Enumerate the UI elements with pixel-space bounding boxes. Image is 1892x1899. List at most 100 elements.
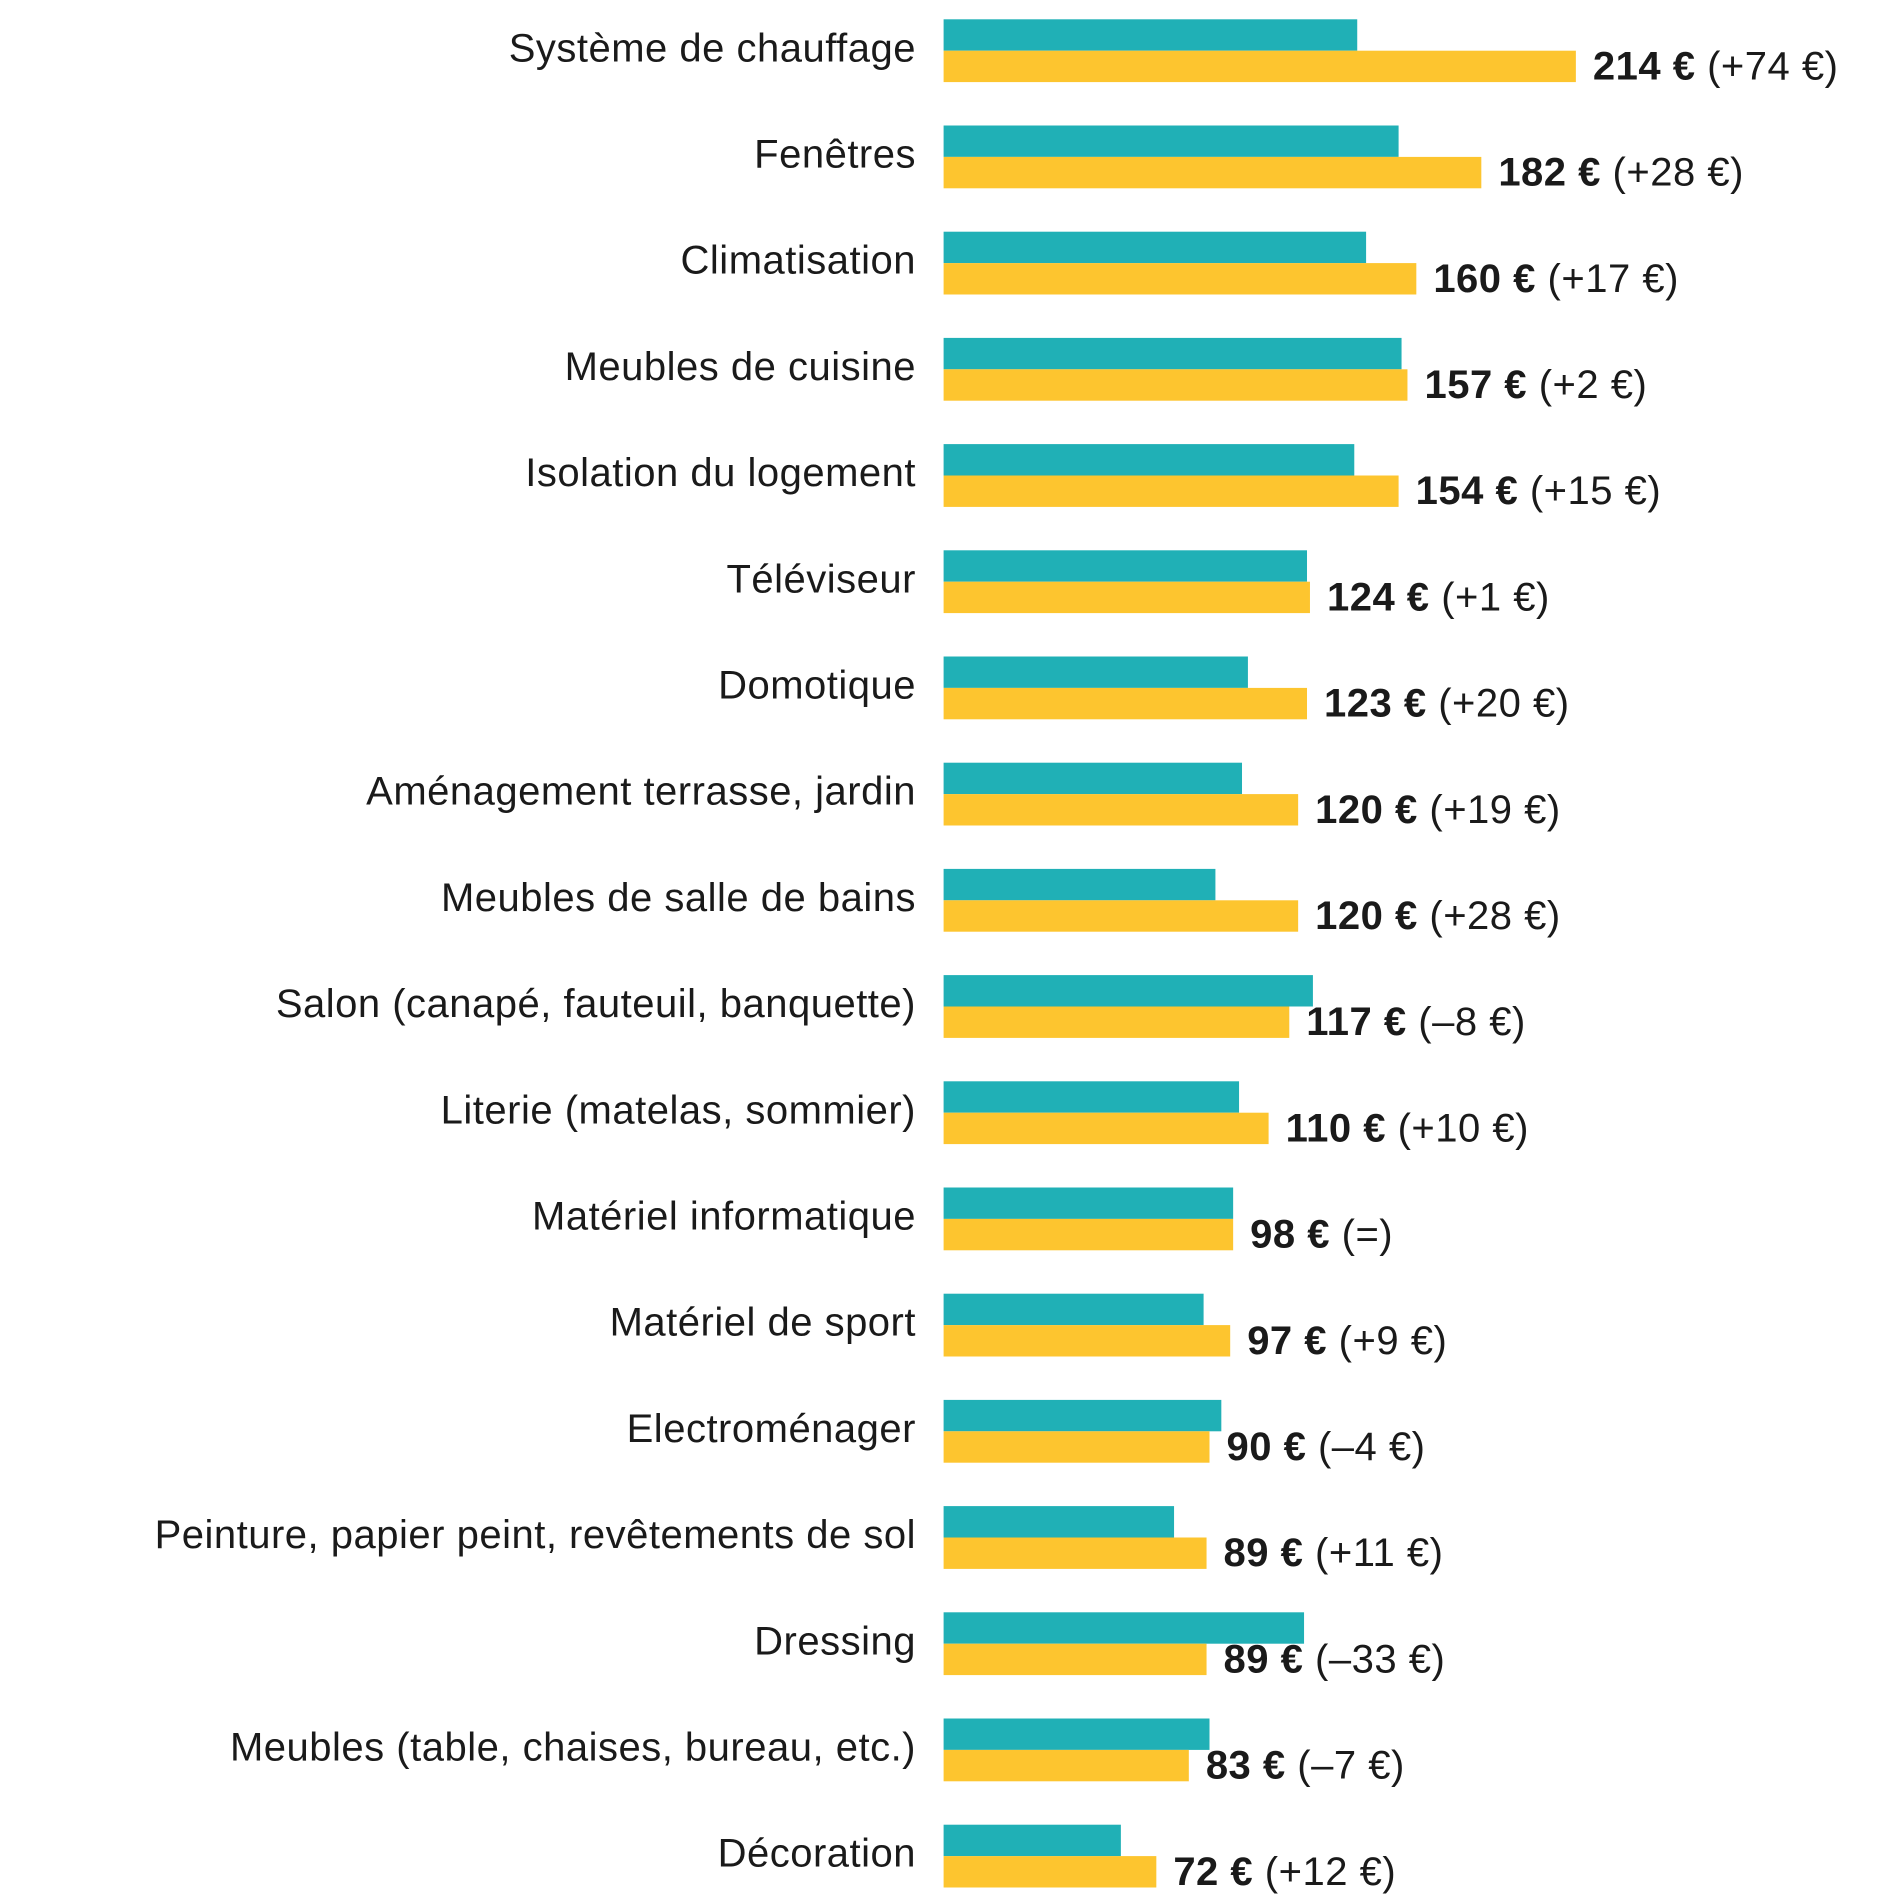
bar [943, 1399, 1222, 1432]
category-label: Electroménager [627, 1407, 916, 1451]
change-label: (+9 €) [1339, 1318, 1448, 1362]
bar [943, 1325, 1231, 1357]
bar [943, 762, 1243, 795]
value-label: 157 € [1424, 363, 1527, 407]
category-label: Décoration [718, 1832, 916, 1876]
bar [943, 794, 1299, 826]
change-label: (+2 €) [1539, 363, 1648, 407]
data-label: 110 € (+10 €) [1286, 1106, 1529, 1150]
value-label: 110 € [1286, 1106, 1386, 1150]
change-label: (+28 €) [1429, 894, 1560, 938]
bar [943, 369, 1408, 401]
value-label: 120 € [1315, 894, 1418, 938]
value-label: 154 € [1416, 469, 1519, 513]
bar [943, 581, 1310, 614]
change-label: (+11 €) [1315, 1531, 1443, 1575]
data-label: 97 € (+9 €) [1247, 1318, 1447, 1362]
bar [943, 50, 1576, 83]
data-label: 83 € (–7 €) [1206, 1743, 1405, 1787]
value-label: 98 € [1250, 1212, 1330, 1256]
data-label: 157 € (+2 €) [1424, 363, 1647, 407]
change-label: (+19 €) [1429, 787, 1560, 831]
value-label: 123 € [1324, 681, 1427, 725]
change-label: (+10 €) [1398, 1106, 1529, 1150]
value-label: 83 € [1206, 1743, 1286, 1787]
category-label: Peinture, papier peint, revêtements de s… [155, 1513, 916, 1557]
value-label: 97 € [1247, 1318, 1327, 1362]
bar [943, 1537, 1207, 1569]
bar [943, 1112, 1269, 1145]
category-label: Isolation du logement [525, 451, 916, 495]
data-label: 123 € (+20 €) [1324, 681, 1570, 725]
change-label: (–8 €) [1418, 1000, 1526, 1044]
category-label: Matériel de sport [610, 1301, 916, 1345]
category-label: Meubles (table, chaises, bureau, etc.) [230, 1725, 916, 1769]
change-label: (+74 €) [1707, 44, 1838, 88]
change-label: (+1 €) [1441, 575, 1550, 619]
data-label: 89 € (–33 €) [1224, 1637, 1446, 1681]
data-label: 154 € (+15 €) [1416, 469, 1662, 513]
bar [943, 687, 1308, 720]
bar [943, 656, 1248, 688]
bar [943, 444, 1355, 476]
change-label: (=) [1342, 1212, 1394, 1256]
change-label: (+20 €) [1438, 681, 1569, 725]
change-label: (+12 €) [1265, 1849, 1396, 1893]
change-label: (+17 €) [1548, 256, 1679, 300]
bar [943, 263, 1417, 295]
bar [943, 550, 1308, 582]
bar [943, 1718, 1210, 1750]
bar [943, 1506, 1175, 1538]
value-label: 120 € [1315, 787, 1418, 831]
value-label: 214 € [1593, 44, 1696, 88]
bar [943, 231, 1367, 264]
bar [943, 1187, 1234, 1219]
data-label: 98 € (=) [1250, 1212, 1393, 1256]
value-label: 72 € [1173, 1849, 1253, 1893]
bar [943, 900, 1299, 932]
value-label: 124 € [1327, 575, 1430, 619]
bar [943, 475, 1399, 507]
change-label: (–33 €) [1315, 1637, 1445, 1681]
value-label: 117 € [1306, 1000, 1406, 1044]
data-label: 89 € (+11 €) [1224, 1531, 1444, 1575]
change-label: (+15 €) [1530, 469, 1661, 513]
data-label: 72 € (+12 €) [1173, 1849, 1396, 1893]
bar [943, 156, 1482, 189]
category-label: Téléviseur [726, 557, 916, 601]
category-label: Climatisation [681, 239, 916, 283]
bar [943, 1431, 1210, 1463]
change-label: (+28 €) [1613, 150, 1744, 194]
bar [943, 1081, 1240, 1113]
value-label: 90 € [1227, 1425, 1307, 1469]
bar [943, 1643, 1207, 1676]
data-label: 120 € (+19 €) [1315, 787, 1561, 831]
data-label: 214 € (+74 €) [1593, 44, 1839, 88]
bar [943, 1293, 1204, 1326]
bar [943, 125, 1399, 157]
change-label: (–4 €) [1318, 1425, 1426, 1469]
category-label: Salon (canapé, fauteuil, banquette) [276, 982, 916, 1026]
value-label: 160 € [1433, 256, 1536, 300]
bar [943, 868, 1216, 901]
data-label: 90 € (–4 €) [1227, 1425, 1426, 1469]
category-label: Meubles de cuisine [565, 345, 916, 389]
value-label: 182 € [1498, 150, 1601, 194]
bar [943, 1824, 1121, 1857]
data-label: 120 € (+28 €) [1315, 894, 1561, 938]
bar [943, 1006, 1290, 1038]
bar [943, 19, 1358, 51]
value-label: 89 € [1224, 1531, 1304, 1575]
category-label: Aménagement terrasse, jardin [366, 770, 916, 814]
category-label: Meubles de salle de bains [441, 876, 916, 920]
category-label: Système de chauffage [509, 26, 916, 70]
data-label: 117 € (–8 €) [1306, 1000, 1526, 1044]
data-label: 124 € (+1 €) [1327, 575, 1550, 619]
category-label: Literie (matelas, sommier) [441, 1088, 916, 1132]
change-label: (–7 €) [1297, 1743, 1405, 1787]
category-label: Matériel informatique [532, 1194, 916, 1238]
data-label: 160 € (+17 €) [1433, 256, 1679, 300]
category-label: Fenêtres [754, 132, 916, 176]
value-label: 89 € [1224, 1637, 1304, 1681]
